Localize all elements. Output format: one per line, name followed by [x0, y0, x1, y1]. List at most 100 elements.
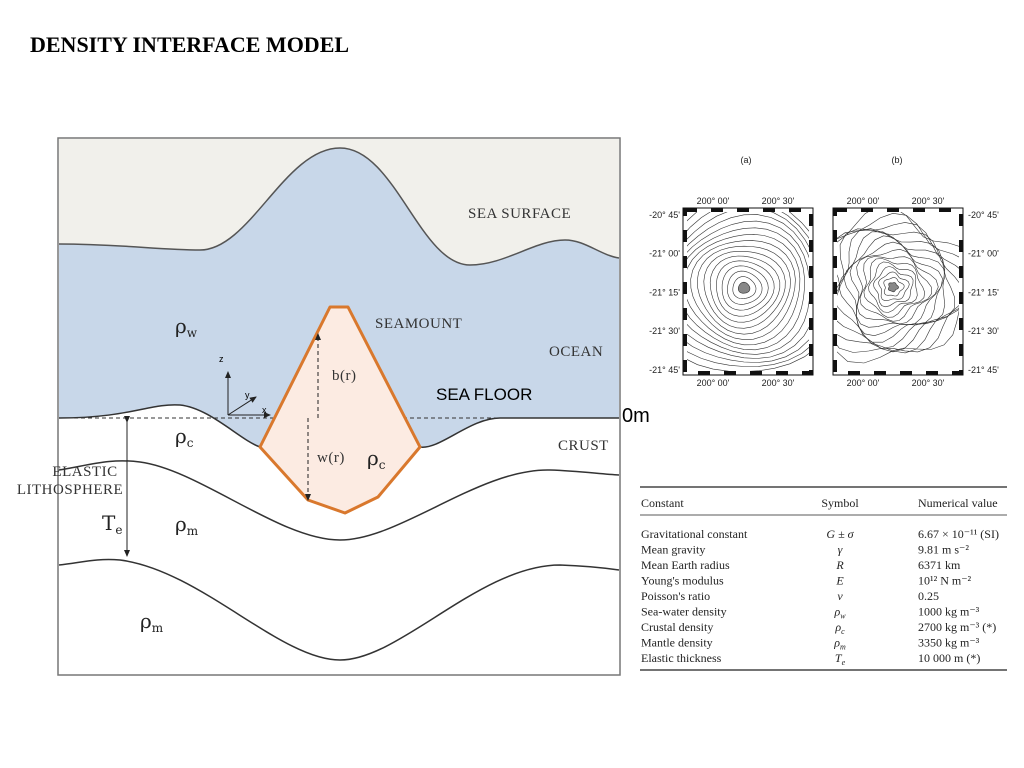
density-label: ρc [367, 446, 386, 472]
thickness-label: Te [102, 511, 122, 537]
layer-label: SEA SURFACE [468, 206, 571, 222]
subscript: c [187, 436, 194, 450]
symbol: ρ [833, 636, 840, 650]
table-cell: ν [837, 589, 843, 603]
table-cell: 3350 kg m⁻³ [918, 636, 980, 650]
table-cell: 10 000 m (*) [918, 651, 980, 665]
table-cell: ρm [833, 636, 846, 652]
lithosphere-label: ELASTIC [52, 464, 117, 480]
subscript: m [840, 643, 846, 652]
table-cell: 1000 kg m⁻³ [918, 605, 980, 619]
lithosphere-label: LITHOSPHERE [17, 482, 123, 498]
contour [687, 233, 801, 346]
y-axis [227, 396, 257, 416]
contour [690, 240, 796, 341]
contours [837, 212, 959, 364]
table-cell: Sea-water density [641, 605, 727, 619]
symbol: T [835, 651, 843, 665]
map-border [833, 208, 963, 375]
contour [849, 241, 943, 328]
latitude-label: -21° 00' [649, 249, 680, 259]
density-label: ρc [175, 424, 194, 450]
table-cell: Mean Earth radius [641, 558, 730, 572]
longitude-label: 200° 00' [697, 196, 730, 206]
latitude-label: -20° 45' [968, 210, 999, 220]
panel-label: (a) [741, 155, 752, 165]
contour [837, 228, 956, 349]
symbol: T [102, 511, 116, 535]
table-cell: Mantle density [641, 636, 713, 650]
table-cell: 10¹² N m⁻² [918, 574, 972, 588]
subscript: c [379, 458, 386, 472]
subscript: w [187, 326, 198, 340]
sea-floor-line [58, 404, 619, 448]
table-cell: 2700 kg m⁻³ (*) [918, 620, 996, 634]
contour [703, 251, 786, 329]
contour [878, 271, 910, 302]
table-cell: R [835, 558, 844, 572]
symbol: ρ [833, 605, 840, 619]
table-cell: Young's modulus [641, 574, 724, 588]
sea-surface-line [58, 147, 620, 266]
symbol: G ± σ [826, 527, 854, 541]
contour [883, 277, 905, 297]
latitude-label: -21° 30' [968, 326, 999, 336]
contour [732, 276, 757, 300]
symbol: ρ [175, 512, 187, 536]
subscript: w [840, 612, 846, 621]
symbol: ρ [140, 609, 152, 633]
contour-maps: (a) (b) 200° 00' 200° 00' 200° 30' 200° 30'… [649, 155, 999, 388]
axis-label: x [262, 405, 267, 415]
seamount [258, 305, 422, 515]
density-label: ρm [140, 609, 164, 635]
table-cell: γ [838, 543, 843, 557]
table-cell: Elastic thickness [641, 651, 722, 665]
contour [721, 265, 769, 311]
panel-label: (b) [892, 155, 903, 165]
contours [687, 212, 809, 371]
layer-label: SEA FLOOR [436, 385, 532, 404]
longitude-label: 200° 30' [762, 196, 795, 206]
table-cell: 0.25 [918, 589, 939, 603]
contour [687, 212, 809, 371]
contour [727, 270, 763, 305]
contour [837, 212, 959, 364]
longitude-label: 200° 00' [847, 196, 880, 206]
table-header: Symbol [821, 496, 859, 510]
symbol: ν [837, 589, 843, 603]
longitude-label: 200° 00' [697, 378, 730, 388]
latitude-label: -21° 45' [649, 365, 680, 375]
table-cell: 9.81 m s⁻² [918, 543, 969, 557]
table-cell: Poisson's ratio [641, 589, 710, 603]
contour [696, 245, 791, 335]
axis-label: z [219, 354, 224, 364]
atmosphere [59, 139, 619, 265]
density-diagram: z y x SEA SURFACE SEAMOUNT OCEAN SEA FLO… [17, 137, 621, 676]
constants-table: Constant Symbol Numerical value Gravitat… [640, 486, 1007, 671]
contour [687, 212, 809, 363]
contour [859, 256, 933, 322]
contour [687, 227, 805, 351]
table-cell: G ± σ [826, 527, 854, 541]
symbol: ρ [367, 446, 379, 470]
lithosphere-base-line [58, 558, 620, 661]
subscript: e [842, 658, 846, 667]
contour [687, 220, 809, 355]
density-label: ρm [175, 512, 199, 538]
table-header: Constant [641, 496, 684, 510]
longitude-label: 200° 30' [762, 378, 795, 388]
table-cell: ρw [833, 605, 846, 621]
table-cell: Te [835, 651, 846, 667]
latitude-label: -21° 15' [968, 287, 999, 297]
latitude-label: -20° 45' [649, 210, 680, 220]
table-cell: Crustal density [641, 620, 713, 634]
contour [843, 235, 945, 337]
ocean [59, 148, 619, 448]
symbol: ρ [834, 620, 841, 634]
symbol: ρ [175, 314, 187, 338]
symbol: γ [838, 543, 843, 557]
table-cell: Mean gravity [641, 543, 705, 557]
table-cell: Gravitational constant [641, 527, 748, 541]
reference-label: 0m [622, 405, 650, 427]
